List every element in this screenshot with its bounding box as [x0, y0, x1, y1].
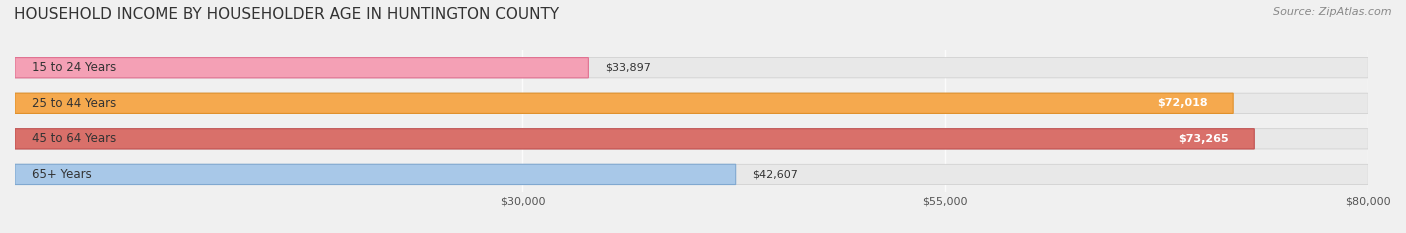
Text: 15 to 24 Years: 15 to 24 Years: [32, 61, 117, 74]
FancyBboxPatch shape: [15, 58, 1368, 78]
Text: $33,897: $33,897: [605, 63, 651, 73]
FancyBboxPatch shape: [15, 58, 588, 78]
FancyBboxPatch shape: [15, 93, 1368, 113]
Text: $42,607: $42,607: [752, 169, 799, 179]
FancyBboxPatch shape: [15, 129, 1368, 149]
Text: 65+ Years: 65+ Years: [32, 168, 91, 181]
FancyBboxPatch shape: [15, 164, 1368, 185]
FancyBboxPatch shape: [15, 129, 1254, 149]
FancyBboxPatch shape: [15, 93, 1233, 113]
Text: 45 to 64 Years: 45 to 64 Years: [32, 132, 117, 145]
Text: $72,018: $72,018: [1157, 98, 1208, 108]
Text: Source: ZipAtlas.com: Source: ZipAtlas.com: [1274, 7, 1392, 17]
FancyBboxPatch shape: [15, 164, 735, 185]
Text: $73,265: $73,265: [1178, 134, 1229, 144]
Text: HOUSEHOLD INCOME BY HOUSEHOLDER AGE IN HUNTINGTON COUNTY: HOUSEHOLD INCOME BY HOUSEHOLDER AGE IN H…: [14, 7, 560, 22]
Text: 25 to 44 Years: 25 to 44 Years: [32, 97, 117, 110]
